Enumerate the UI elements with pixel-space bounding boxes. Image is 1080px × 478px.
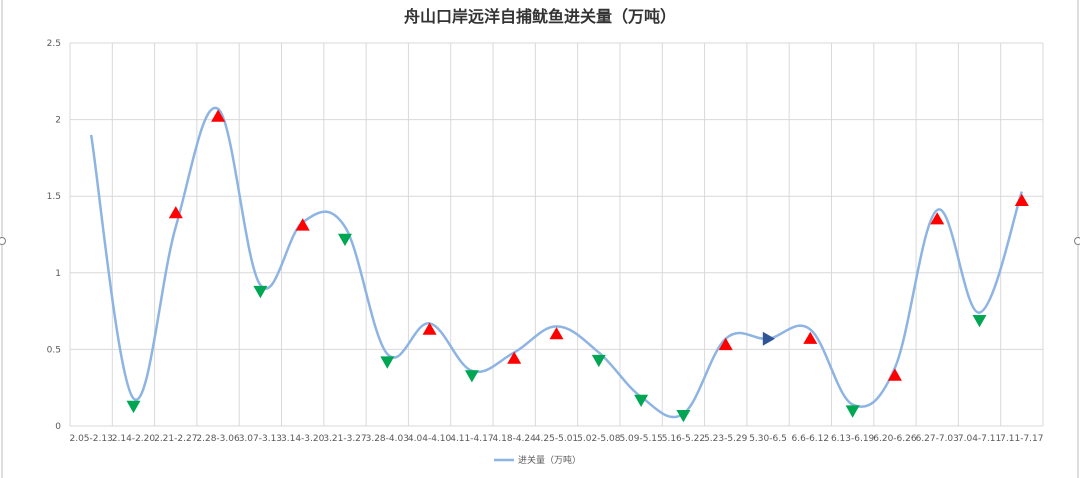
marker-triangle-up-9 <box>507 351 522 364</box>
x-tick-label: 6.20-6.26 <box>873 434 917 444</box>
marker-triangle-up-18 <box>887 368 902 381</box>
marker-triangle-down-8 <box>464 370 479 383</box>
marker-triangle-up-7 <box>422 322 437 335</box>
grid-layer <box>69 42 1044 427</box>
series-line-0 <box>89 106 1024 419</box>
x-tick-label: 3.14-3.20 <box>281 434 325 444</box>
marker-triangle-down-3 <box>253 285 268 299</box>
legend-label: 进关量（万吨） <box>518 454 581 466</box>
marker-triangle-down-6 <box>380 356 395 369</box>
x-tick-label: 4.04-4.10 <box>408 434 452 444</box>
marker-triangle-down-11 <box>591 354 606 368</box>
x-tick-label: 5.30-6.5 <box>749 434 787 444</box>
marker-triangle-right-15 <box>762 331 775 346</box>
x-tick-label: 2.28-3.06 <box>196 434 240 444</box>
x-tick-label: 3.21-3.27 <box>323 434 366 444</box>
x-tick-label: 3.28-4.03 <box>366 434 409 444</box>
x-tick-label: 2.14-2.20 <box>112 434 156 444</box>
x-tick-label: 5.09-5.15 <box>619 434 662 444</box>
y-tick-label: 1 <box>55 269 61 279</box>
x-tick-label: 6.13-6.19 <box>831 434 875 444</box>
x-tick-label: 5.16-5.22 <box>662 434 705 444</box>
marker-triangle-up-14 <box>718 337 733 351</box>
y-tick-label: 2 <box>55 116 61 126</box>
x-tick-label: 2.21-2.27 <box>154 434 197 444</box>
x-tick-label: 7.04-7.11 <box>958 434 1001 444</box>
series-layer <box>89 106 1024 419</box>
y-axis-ticks: 0 0.5 1 1.5 2 2.5 <box>47 39 62 432</box>
y-tick-label: 0 <box>55 422 61 432</box>
marker-triangle-up-21 <box>1014 193 1029 206</box>
right-resize-handle[interactable] <box>1074 237 1080 245</box>
y-tick-label: 2.5 <box>47 39 61 49</box>
marker-triangle-up-2 <box>211 109 226 122</box>
marker-layer <box>126 109 1029 423</box>
legend[interactable]: 进关量（万吨） <box>494 454 581 466</box>
marker-triangle-down-12 <box>634 394 649 407</box>
x-axis-ticks: 2.05-2.132.14-2.202.21-2.272.28-3.063.07… <box>69 434 1043 444</box>
x-tick-label: 6.27-7.03 <box>916 434 959 444</box>
x-tick-label: 4.18-4.24 <box>493 434 537 444</box>
x-tick-label: 5.02-5.08 <box>577 434 621 444</box>
x-tick-label: 5.23-5.29 <box>704 434 748 444</box>
x-tick-label: 3.07-3.13 <box>239 434 282 444</box>
marker-triangle-up-16 <box>803 331 818 344</box>
marker-triangle-down-5 <box>338 233 352 247</box>
marker-triangle-down-17 <box>845 405 860 418</box>
left-resize-handle[interactable] <box>0 237 6 245</box>
marker-triangle-up-19 <box>930 212 945 225</box>
chart-title: 舟山口岸远洋自捕鱿鱼进关量（万吨） <box>404 7 676 26</box>
y-tick-label: 1.5 <box>47 192 61 202</box>
x-tick-label: 4.11-4.17 <box>450 434 493 444</box>
marker-triangle-up-1 <box>168 206 183 219</box>
x-tick-label: 4.25-5.01 <box>535 434 578 444</box>
marker-triangle-down-13 <box>676 410 691 423</box>
x-tick-label: 6.6-6.12 <box>792 434 830 444</box>
x-tick-label: 7.11-7.17 <box>1000 434 1043 444</box>
marker-triangle-down-0 <box>126 400 141 414</box>
marker-triangle-up-4 <box>295 218 310 231</box>
y-tick-label: 0.5 <box>47 345 61 355</box>
x-tick-label: 2.05-2.13 <box>69 434 112 444</box>
marker-triangle-down-20 <box>972 315 987 328</box>
marker-triangle-up-10 <box>549 327 564 340</box>
